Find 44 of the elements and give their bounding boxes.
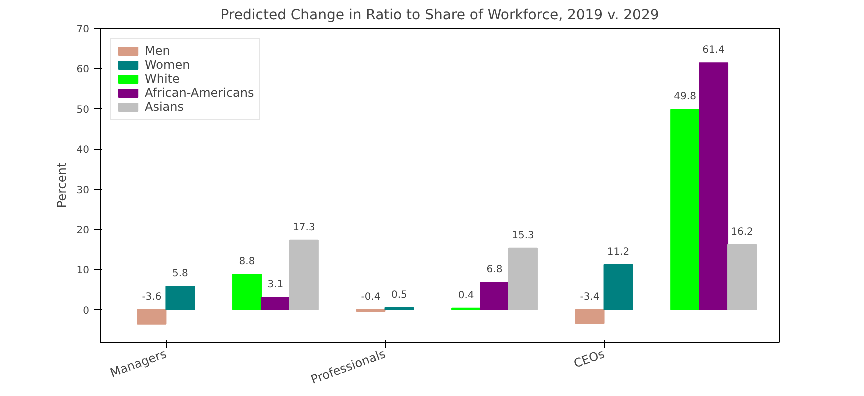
legend-label: Men xyxy=(145,44,170,58)
legend-label: White xyxy=(145,72,180,86)
bar xyxy=(670,109,700,310)
data-label: -0.4 xyxy=(361,292,381,303)
data-label: 5.8 xyxy=(172,268,188,280)
bar xyxy=(384,307,414,310)
bar xyxy=(699,62,729,310)
bar xyxy=(480,282,510,310)
y-tick-label: 20 xyxy=(76,226,90,237)
bar xyxy=(289,240,319,310)
data-label: 0.4 xyxy=(458,290,474,302)
data-label: -3.6 xyxy=(142,292,162,303)
data-label: 17.3 xyxy=(293,222,316,234)
y-tick-label: 70 xyxy=(76,24,90,36)
bar xyxy=(232,274,262,310)
data-label: 8.8 xyxy=(239,256,256,268)
data-label: 15.3 xyxy=(512,230,534,242)
data-label: 11.2 xyxy=(607,246,630,258)
legend-label: Asians xyxy=(145,100,184,114)
y-tick-label: 0 xyxy=(83,306,90,317)
bar xyxy=(260,296,290,310)
y-tick-label: 60 xyxy=(76,64,90,76)
bar xyxy=(604,264,634,310)
data-label: 16.2 xyxy=(731,226,754,238)
x-tick-label: CEOs xyxy=(572,346,607,371)
bar xyxy=(137,309,167,325)
y-tick-label: 40 xyxy=(76,145,90,156)
chart-title: Predicted Change in Ratio to Share of Workforce, 2019 v. 2029 xyxy=(220,8,660,24)
y-tick-label: 30 xyxy=(76,185,90,196)
y-tick-label: 50 xyxy=(76,104,90,116)
bar xyxy=(575,309,605,324)
data-label: 49.8 xyxy=(674,92,696,103)
bar xyxy=(508,248,538,310)
data-label: 6.8 xyxy=(486,264,503,276)
data-label: -3.4 xyxy=(580,292,600,303)
legend-label: Women xyxy=(145,58,190,72)
y-axis-title: Percent xyxy=(54,162,69,208)
y-tick-label: 10 xyxy=(76,266,90,277)
legend-label: African-Americans xyxy=(145,86,254,100)
data-label: 61.4 xyxy=(702,45,725,56)
bar xyxy=(728,244,757,310)
bar xyxy=(166,286,196,310)
data-label: 0.5 xyxy=(392,290,408,301)
data-label: 3.1 xyxy=(268,279,284,290)
